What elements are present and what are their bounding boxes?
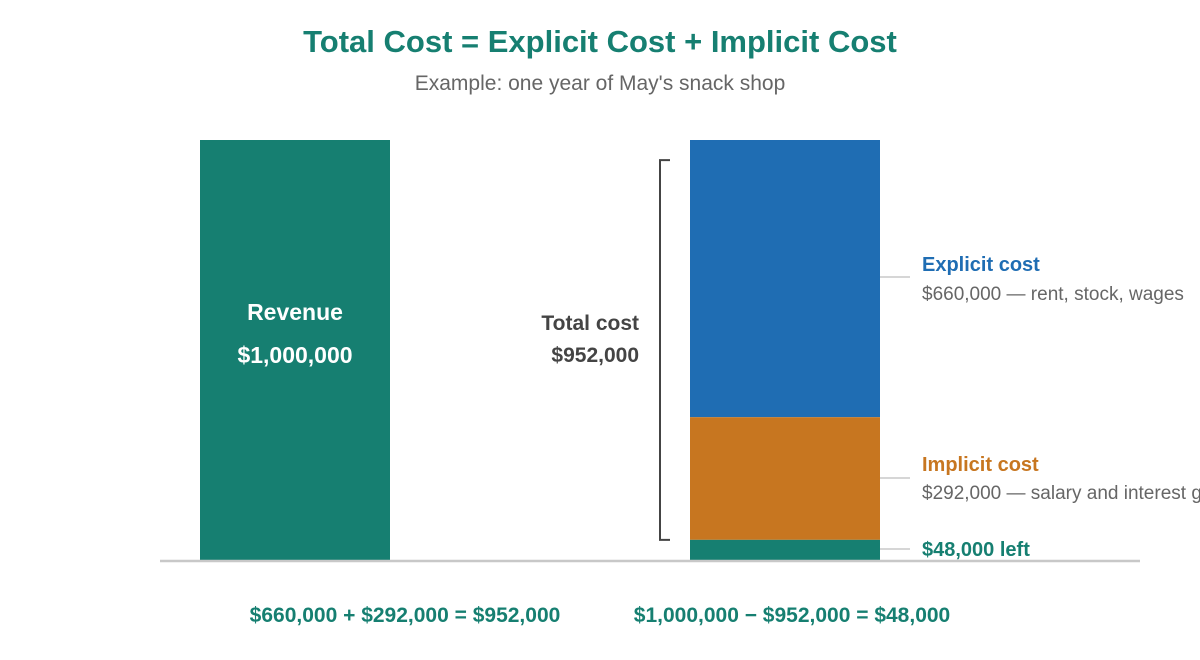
chart-title: Total Cost = Explicit Cost + Implicit Co… xyxy=(303,24,897,59)
implicit-cost-segment xyxy=(690,417,880,540)
revenue-bar-value: $1,000,000 xyxy=(237,342,352,368)
total-cost-bracket xyxy=(659,159,670,541)
total-cost-label: Total cost xyxy=(541,312,639,335)
revenue-bar-label: Revenue xyxy=(247,299,343,325)
revenue-bar xyxy=(200,140,390,560)
profit-formula: $1,000,000 − $952,000 = $48,000 xyxy=(634,604,950,627)
profit-segment xyxy=(690,539,880,560)
explicit-cost-segment xyxy=(690,140,880,418)
total-cost-formula: $660,000 + $292,000 = $952,000 xyxy=(250,604,561,627)
chart-subtitle: Example: one year of May's snack shop xyxy=(415,72,786,95)
implicit-cost-label: Implicit cost xyxy=(922,454,1039,476)
implicit-cost-desc: $292,000 — salary and interest given up xyxy=(922,483,1200,504)
explicit-cost-desc: $660,000 — rent, stock, wages xyxy=(922,284,1184,305)
explicit-cost-label: Explicit cost xyxy=(922,254,1040,276)
profit-label: $48,000 left xyxy=(922,539,1030,561)
total-cost-value: $952,000 xyxy=(551,344,639,367)
